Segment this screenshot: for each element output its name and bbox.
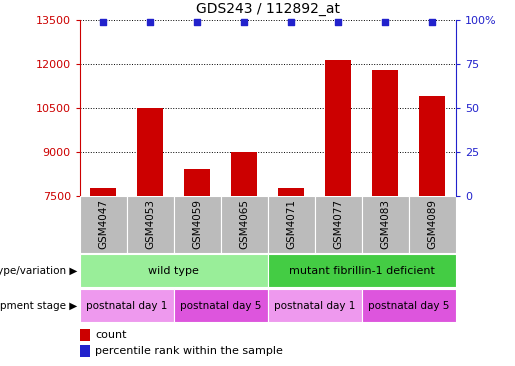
Text: postnatal day 5: postnatal day 5 — [180, 300, 262, 311]
Text: genotype/variation ▶: genotype/variation ▶ — [0, 266, 77, 276]
Point — [381, 19, 389, 25]
Text: mutant fibrillin-1 deficient: mutant fibrillin-1 deficient — [289, 266, 435, 276]
Point — [193, 19, 201, 25]
Bar — [268, 289, 362, 322]
Bar — [325, 60, 351, 196]
Bar — [80, 345, 90, 357]
Text: postnatal day 1: postnatal day 1 — [86, 300, 167, 311]
Text: postnatal day 1: postnatal day 1 — [274, 300, 355, 311]
Bar — [372, 70, 398, 196]
Point — [99, 19, 108, 25]
Bar — [409, 196, 456, 253]
Bar — [80, 329, 90, 341]
Text: wild type: wild type — [148, 266, 199, 276]
Text: GSM4059: GSM4059 — [192, 199, 202, 249]
Text: GSM4083: GSM4083 — [380, 199, 390, 249]
Bar — [221, 196, 268, 253]
Bar — [231, 152, 257, 196]
Text: development stage ▶: development stage ▶ — [0, 300, 77, 311]
Text: GSM4047: GSM4047 — [98, 199, 108, 249]
Point — [240, 19, 248, 25]
Bar — [419, 96, 445, 196]
Bar — [91, 188, 116, 196]
Bar — [80, 254, 268, 287]
Text: GSM4053: GSM4053 — [145, 199, 156, 249]
Text: GSM4065: GSM4065 — [239, 199, 249, 249]
Bar — [362, 196, 409, 253]
Text: GSM4077: GSM4077 — [333, 199, 344, 249]
Text: postnatal day 5: postnatal day 5 — [368, 300, 450, 311]
Bar — [174, 289, 268, 322]
Bar — [80, 289, 174, 322]
Bar — [174, 196, 221, 253]
Point — [428, 19, 436, 25]
Text: count: count — [95, 330, 127, 340]
Text: GSM4089: GSM4089 — [427, 199, 437, 249]
Point — [287, 19, 296, 25]
Bar — [279, 188, 304, 196]
Bar — [127, 196, 174, 253]
Bar — [80, 196, 127, 253]
Title: GDS243 / 112892_at: GDS243 / 112892_at — [196, 2, 340, 16]
Bar — [268, 254, 456, 287]
Bar — [315, 196, 362, 253]
Bar — [184, 169, 210, 196]
Bar — [268, 196, 315, 253]
Point — [334, 19, 342, 25]
Point — [146, 19, 154, 25]
Bar — [362, 289, 456, 322]
Text: GSM4071: GSM4071 — [286, 199, 296, 249]
Text: percentile rank within the sample: percentile rank within the sample — [95, 346, 283, 356]
Bar — [138, 108, 163, 196]
